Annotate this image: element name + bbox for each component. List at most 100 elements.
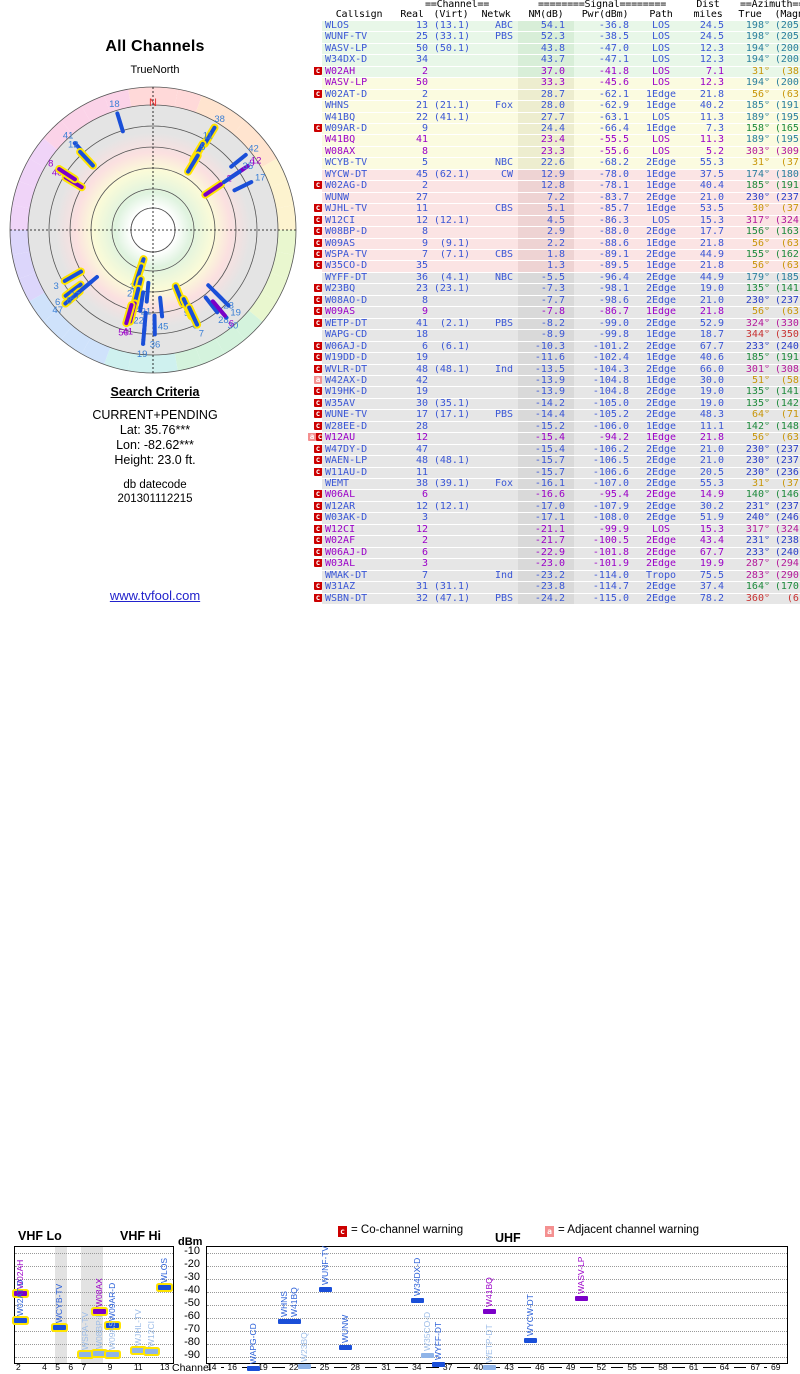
cell-noise-margin: -21.1 [518,524,574,535]
col-header-nm[interactable]: NM(dB) [518,10,574,20]
signal-bar[interactable] [53,1325,66,1330]
table-row[interactable]: WASV-LP50(50.1)43.8-47.0LOS12.3194°(200°… [308,43,800,54]
signal-bar[interactable] [93,1309,106,1314]
signal-bar[interactable] [79,1352,92,1357]
signal-bar[interactable] [575,1296,588,1301]
col-header-true[interactable]: True [730,10,770,20]
table-row[interactable]: WMAK-DT7Ind-23.2-114.0Tropo75.5283°(290°… [308,570,800,581]
signal-bar[interactable] [93,1351,106,1356]
col-header-virt[interactable]: (Virt) [428,10,474,20]
cell-callsign: WETP-DT [322,318,396,329]
signal-bar[interactable] [145,1349,158,1354]
signal-bar[interactable] [483,1309,496,1314]
tvfool-link[interactable]: www.tvfool.com [0,588,310,603]
signal-bar[interactable] [14,1318,27,1323]
x-axis-rule [672,1367,685,1368]
signal-bar[interactable] [132,1348,145,1353]
signal-bar[interactable] [319,1287,332,1292]
col-header-netwk[interactable]: Netwk [474,10,518,20]
signal-bar[interactable] [158,1285,171,1290]
cell-virtual-channel: (12.1) [428,501,474,512]
cell-real-channel: 36 [396,272,428,283]
cell-real-channel: 8 [396,227,428,238]
signal-bar[interactable] [298,1364,311,1369]
table-row[interactable]: WLOS13(13.1)ABC54.1-36.8LOS24.5198°(205°… [308,21,800,32]
channel-marker[interactable] [143,325,145,344]
cell-azimuth-true: 64° [730,410,770,421]
row-warning-cell: c [308,318,322,329]
col-header-path[interactable]: Path [636,10,686,20]
signal-bar[interactable] [106,1352,119,1357]
channel-marker[interactable] [147,283,149,302]
channel-marker[interactable] [160,298,162,317]
col-header-real[interactable]: Real [396,10,428,20]
signal-bar[interactable] [247,1366,260,1371]
signal-bar[interactable] [483,1365,496,1370]
channel-marker-label: 3 [53,281,58,292]
cell-network [474,433,518,444]
cell-noise-margin: 54.1 [518,21,574,32]
signal-bar[interactable] [432,1362,445,1367]
col-header-pwr[interactable]: Pwr(dBm) [574,10,636,20]
cell-network [474,444,518,455]
col-header-dist[interactable]: miles [686,10,730,20]
signal-bar[interactable] [524,1338,537,1343]
row-warning-cell: c [308,410,322,421]
col-header-magn[interactable]: (Magn) [770,10,800,20]
cell-noise-margin: 2.2 [518,238,574,249]
col-header-callsign[interactable]: Callsign [322,10,396,20]
signal-bar-label: WUNF-TV [320,1233,330,1285]
signal-bar[interactable] [339,1345,352,1350]
co-channel-warning-icon: c [314,547,322,556]
cell-callsign: WUNE-TV [322,410,396,421]
